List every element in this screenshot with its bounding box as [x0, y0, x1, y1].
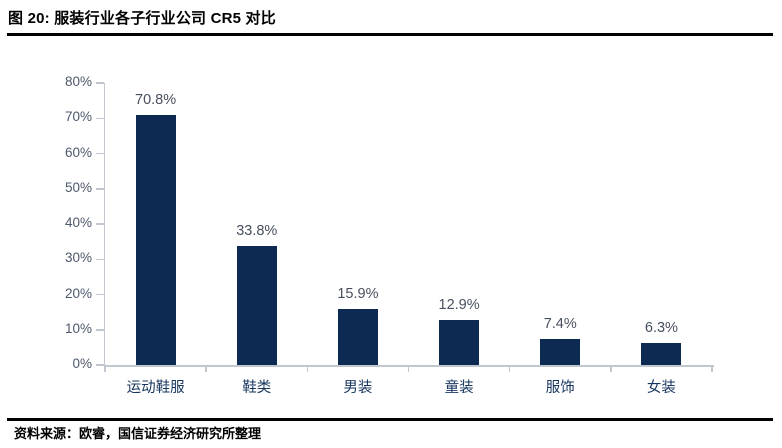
x-tick — [711, 366, 713, 372]
footer-rule — [7, 418, 773, 421]
x-category-label: 男装 — [343, 380, 373, 396]
y-tick-label: 60% — [64, 144, 92, 160]
title-underline — [7, 33, 773, 36]
y-tick-label: 40% — [64, 215, 92, 230]
figure-title: 图 20: 服装行业各子行业公司 CR5 对比 — [8, 10, 276, 27]
bar-5 — [540, 338, 581, 365]
bar-value-label: 7.4% — [543, 315, 577, 332]
y-tick — [96, 82, 104, 84]
y-tick — [96, 364, 104, 366]
x-tick — [407, 366, 410, 372]
bar-3 — [337, 308, 378, 365]
bar-2 — [236, 245, 277, 365]
bar-value-label: 70.8% — [135, 92, 177, 109]
x-tick — [306, 366, 309, 372]
y-tick-label: 20% — [64, 285, 92, 301]
y-tick-label: 0% — [72, 356, 92, 371]
y-tick — [96, 152, 104, 155]
y-tick-label: 30% — [64, 250, 92, 266]
bar-value-label: 15.9% — [337, 285, 379, 302]
y-tick — [96, 188, 104, 190]
y-tick — [96, 258, 104, 260]
y-tick-label: 10% — [64, 320, 92, 336]
bar-6 — [641, 342, 682, 365]
y-tick — [96, 117, 104, 119]
bar-value-label: 12.9% — [438, 296, 480, 313]
bar-1 — [135, 115, 176, 365]
x-category-label: 运动鞋服 — [126, 380, 185, 396]
x-tick — [508, 366, 511, 372]
bar-value-label: 33.8% — [236, 222, 278, 239]
source-note: 资料来源：欧睿，国信证券经济研究所整理 — [14, 427, 262, 442]
x-category-label: 童装 — [444, 380, 474, 396]
y-tick — [96, 293, 104, 296]
x-category-label: 服饰 — [545, 380, 575, 396]
x-tick — [104, 366, 106, 372]
x-tick — [610, 366, 612, 372]
x-category-label: 鞋类 — [242, 380, 272, 396]
bar-4 — [439, 319, 480, 365]
bar-value-label: 6.3% — [644, 319, 678, 336]
y-axis-line — [103, 83, 105, 367]
y-tick-label: 70% — [64, 109, 92, 125]
x-category-label: 女装 — [646, 380, 676, 396]
y-tick — [96, 223, 104, 225]
y-tick-label: 80% — [64, 74, 92, 89]
x-tick — [205, 366, 207, 372]
y-tick — [96, 329, 104, 331]
x-axis-line — [103, 365, 714, 367]
y-tick-label: 50% — [64, 179, 92, 195]
